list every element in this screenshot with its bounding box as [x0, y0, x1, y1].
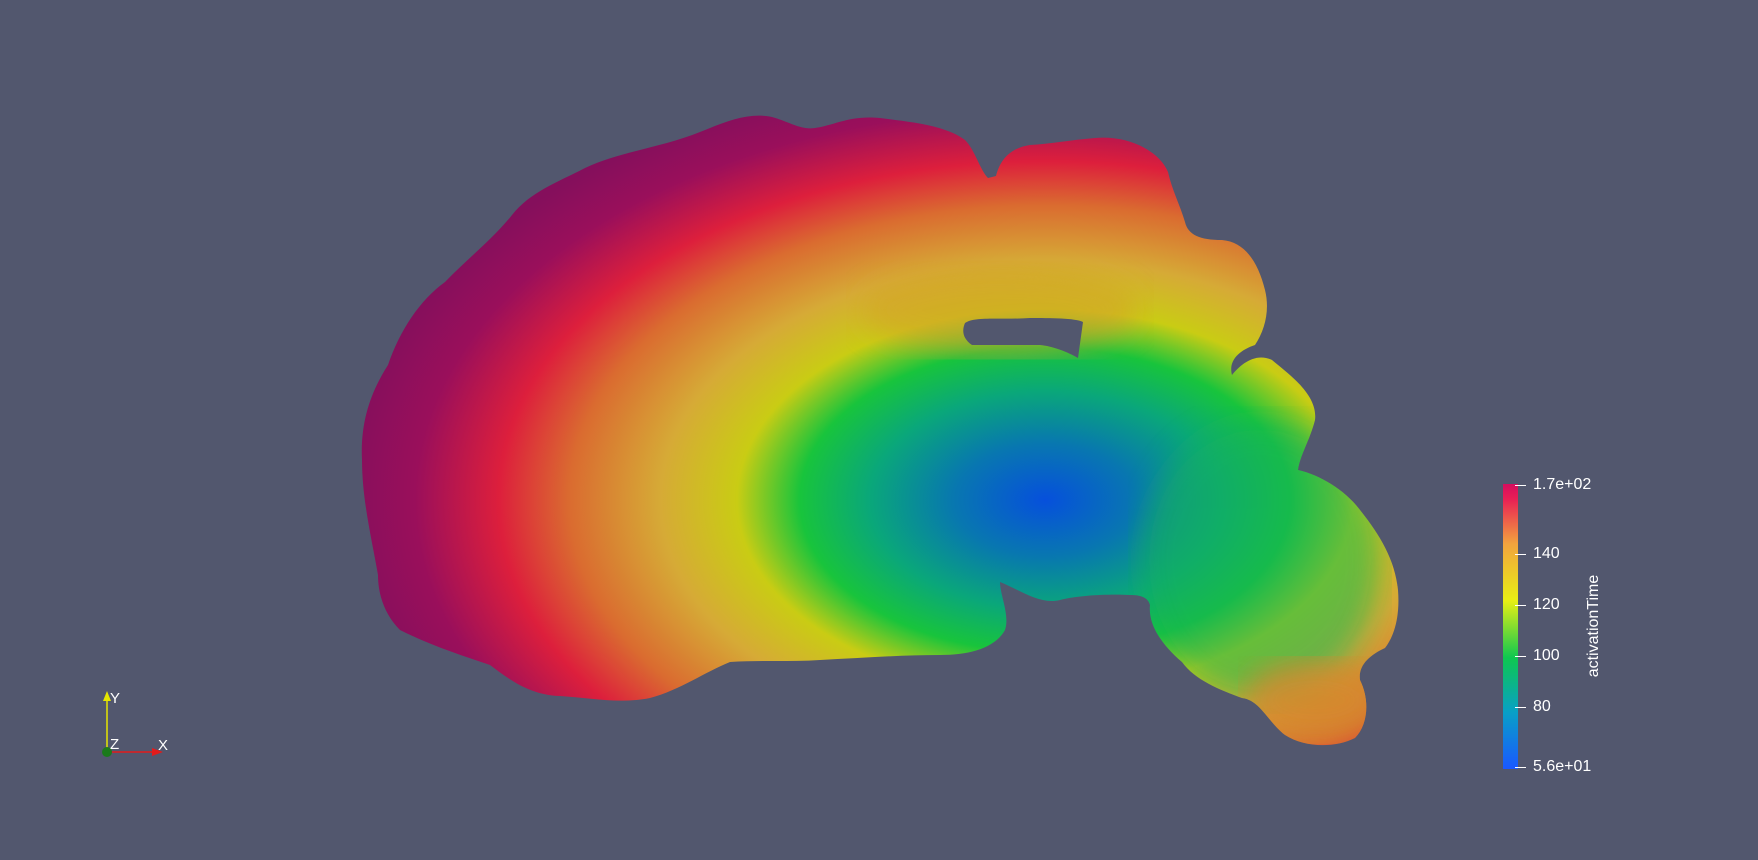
axis-z-label: Z: [110, 736, 120, 753]
legend-tick-label: 80: [1533, 698, 1551, 715]
legend-tick: [1515, 707, 1526, 708]
legend-tick: [1515, 485, 1526, 486]
legend-tick-label: 100: [1533, 647, 1560, 664]
legend-max-label: 1.7e+02: [1533, 476, 1592, 493]
legend-title: activationTime: [1585, 574, 1602, 678]
legend-tick: [1515, 605, 1526, 606]
orientation-axes-icon: [102, 691, 163, 757]
color-legend-bar: [1503, 484, 1518, 769]
legend-tick-label: 140: [1533, 545, 1560, 562]
legend-min-label: 5.6e+01: [1533, 758, 1592, 775]
legend-tick: [1515, 656, 1526, 657]
legend-tick-label: 120: [1533, 596, 1560, 613]
orientation-axes-widget: Y X Z: [90, 680, 180, 760]
mesh-hole: [963, 318, 1083, 358]
legend-tick: [1515, 554, 1526, 555]
axis-x-label: X: [158, 737, 169, 754]
axis-y-label: Y: [110, 690, 121, 707]
legend-tick: [1515, 767, 1526, 768]
